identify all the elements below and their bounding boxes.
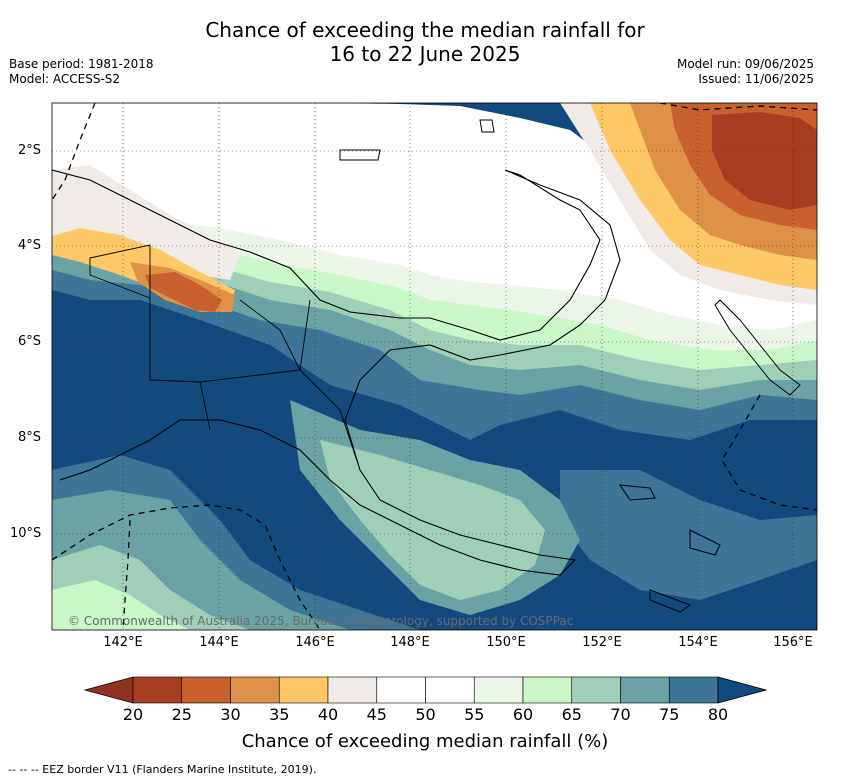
map-frame bbox=[51, 102, 818, 631]
colorbar-cell bbox=[230, 676, 280, 704]
colorbar-tick-label: 55 bbox=[464, 705, 485, 724]
colorbar-tick-label: 45 bbox=[366, 705, 387, 724]
colorbar-tick-label: 80 bbox=[707, 705, 729, 724]
colorbar-cell bbox=[376, 676, 426, 704]
eez-footnote: -- -- -- EEZ border V11 (Flanders Marine… bbox=[8, 763, 317, 776]
lon-label-152e: 152°E bbox=[582, 635, 622, 650]
colorbar-cell bbox=[473, 676, 524, 704]
colorbar-tick-label: 65 bbox=[561, 705, 582, 724]
colorbar-tick-label: 40 bbox=[317, 705, 339, 724]
meta-right: Model run: 09/06/2025 Issued: 11/06/2025 bbox=[677, 57, 814, 87]
lat-label-10s: 10°S bbox=[10, 526, 42, 541]
model-text: Model: ACCESS-S2 bbox=[9, 72, 121, 86]
lon-label-144e: 144°E bbox=[199, 635, 239, 650]
lon-label-142e: 142°E bbox=[103, 635, 143, 650]
colorbar-tick-label: 70 bbox=[610, 705, 631, 724]
coastline-islands-east bbox=[339, 119, 721, 613]
colorbar bbox=[83, 676, 768, 704]
map-title: Chance of exceeding the median rainfall … bbox=[0, 18, 850, 66]
colorbar-title: Chance of exceeding median rainfall (%) bbox=[241, 731, 609, 752]
colorbar-cell bbox=[181, 676, 231, 704]
colorbar-extend-high bbox=[717, 676, 768, 704]
colorbar-cell bbox=[278, 676, 329, 704]
base-period-text: Base period: 1981-2018 bbox=[9, 57, 154, 71]
contour-band-20-25 bbox=[712, 112, 817, 210]
coastline bbox=[52, 169, 621, 576]
colorbar-cell bbox=[132, 676, 183, 704]
lon-label-154e: 154°E bbox=[678, 635, 718, 650]
lon-label-150e: 150°E bbox=[486, 635, 526, 650]
colorbar-cell bbox=[522, 676, 573, 704]
colorbar-tick-label: 20 bbox=[122, 705, 144, 724]
colorbar-extend-low bbox=[83, 676, 134, 704]
rainfall-probability-field bbox=[52, 103, 817, 630]
lon-label-148e: 148°E bbox=[390, 635, 430, 650]
lat-label-6s: 6°S bbox=[18, 334, 42, 349]
province-borders bbox=[89, 244, 361, 471]
eez-borders bbox=[52, 103, 817, 630]
colorbar-cell bbox=[668, 676, 719, 704]
lon-label-146e: 146°E bbox=[295, 635, 335, 650]
title-line-2: 16 to 22 June 2025 bbox=[329, 42, 521, 66]
issued-text: Issued: 11/06/2025 bbox=[698, 72, 814, 86]
colorbar-cell bbox=[620, 676, 670, 704]
contour-band-40-45 bbox=[52, 165, 240, 280]
meta-left: Base period: 1981-2018 Model: ACCESS-S2 bbox=[9, 57, 154, 87]
model-run-text: Model run: 09/06/2025 bbox=[676, 57, 814, 71]
contour-band-25-30 bbox=[145, 272, 222, 312]
colorbar-tick-label: 30 bbox=[220, 705, 241, 724]
lat-label-8s: 8°S bbox=[18, 430, 42, 445]
title-line-1: Chance of exceeding the median rainfall … bbox=[205, 18, 645, 42]
colorbar-cell bbox=[571, 676, 621, 704]
contour-band-75-80-east bbox=[560, 470, 817, 600]
lat-label-2s: 2°S bbox=[18, 143, 42, 158]
colorbar-cells bbox=[132, 676, 719, 704]
colorbar-tick-label: 25 bbox=[171, 705, 192, 724]
copyright-watermark: © Commonwealth of Australia 2025, Bureau… bbox=[68, 614, 574, 628]
contour-band-60-65-south bbox=[52, 580, 190, 630]
contour-band-45-55 bbox=[52, 103, 817, 330]
colorbar-tick-label: 50 bbox=[415, 705, 436, 724]
contour-band-65-70-center bbox=[320, 440, 545, 600]
colorbar-tick-label: 35 bbox=[269, 705, 290, 724]
lat-label-4s: 4°S bbox=[18, 238, 42, 253]
lon-label-156e: 156°E bbox=[773, 635, 813, 650]
colorbar-tick-label: 60 bbox=[512, 705, 534, 724]
colorbar-tick-label: 75 bbox=[659, 705, 680, 724]
coastline-new-ireland bbox=[714, 299, 801, 396]
colorbar-cell bbox=[327, 676, 378, 704]
colorbar-cell bbox=[425, 676, 475, 704]
